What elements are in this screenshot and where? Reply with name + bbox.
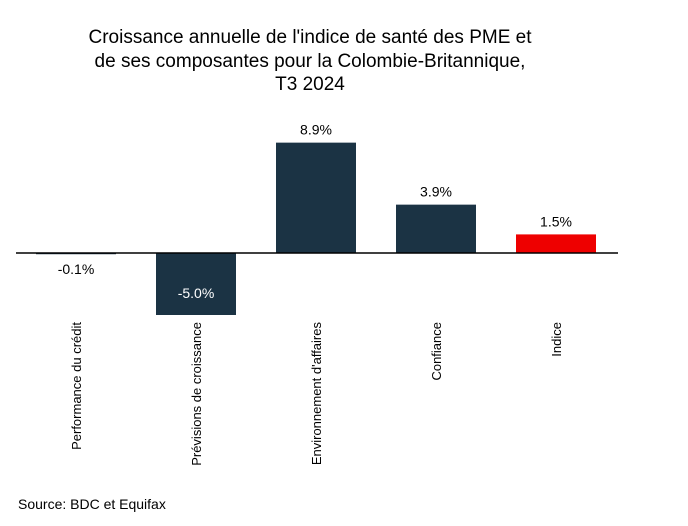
bar (516, 234, 596, 253)
bar (276, 142, 356, 253)
title-line: Croissance annuelle de l'indice de santé… (88, 27, 532, 48)
data-label: 1.5% (540, 213, 572, 229)
source-note: Source: BDC et Equifax (18, 496, 166, 512)
title-line: de ses composantes pour la Colombie-Brit… (94, 50, 526, 72)
category-tick-label: Indice (549, 322, 564, 357)
bar (156, 253, 236, 315)
title-line: T3 2024 (275, 74, 345, 95)
data-label: -0.1% (58, 261, 95, 277)
category-tick-label: Performance du crédit (69, 322, 84, 450)
data-label: 8.9% (300, 122, 332, 138)
category-tick-label: Environnement d'affaires (309, 322, 324, 466)
chart-title: Croissance annuelle de l'indice de santé… (20, 26, 600, 97)
data-label: -5.0% (178, 285, 215, 301)
category-tick-label: Prévisions de croissance (189, 322, 204, 466)
data-label: 3.9% (420, 184, 452, 200)
category-tick-label: Confiance (429, 322, 444, 381)
bar (396, 204, 476, 253)
